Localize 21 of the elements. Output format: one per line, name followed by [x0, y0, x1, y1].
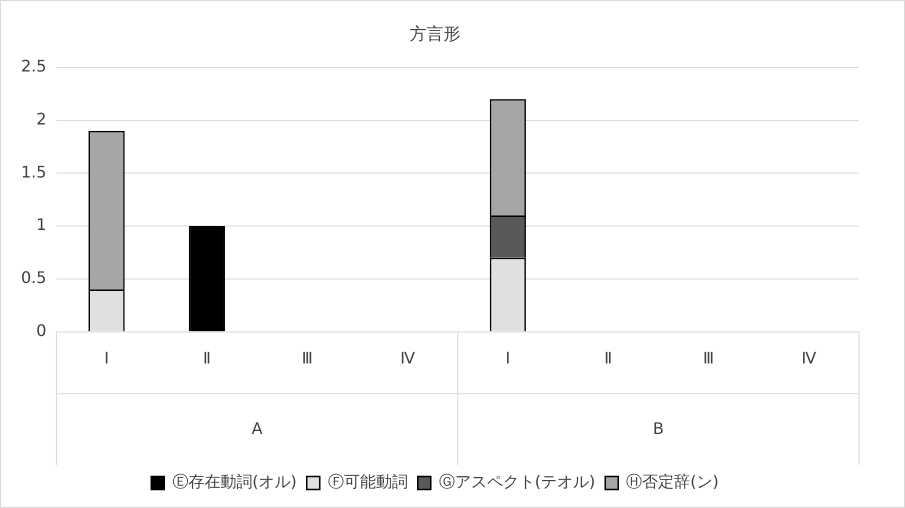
x-tick-label: Ⅳ	[801, 348, 816, 368]
y-tick-label: 0	[36, 320, 46, 340]
x-tick-label: Ⅱ	[202, 348, 211, 368]
y-tick-label: 2	[36, 109, 46, 128]
chart-title: 方言形	[410, 24, 460, 45]
text: A	[252, 418, 263, 438]
x-tick-label: Ⅱ	[604, 348, 612, 368]
legend-label: Ⓕ可能動詞	[328, 472, 408, 492]
legend-label: Ⓗ否定辞(ン)	[626, 472, 719, 492]
x-tick-label: Ⅳ	[400, 348, 416, 368]
y-tick-label: 1.5	[20, 162, 46, 182]
x-tick-label: Ⅲ	[302, 348, 313, 368]
x-tick-label: Ⅰ	[104, 348, 109, 368]
y-tick-label: 2.5	[20, 56, 46, 76]
text: B	[652, 418, 664, 438]
legend-label: Ⓖアスペクト(テオル)	[438, 472, 596, 492]
y-tick-label: 1	[36, 215, 46, 234]
y-tick-label: 0.5	[20, 268, 46, 288]
x-tick-label: Ⅰ	[506, 348, 510, 368]
legend-label: Ⓔ存在動詞(オル)	[172, 472, 297, 492]
x-tick-label: Ⅲ	[703, 348, 714, 368]
